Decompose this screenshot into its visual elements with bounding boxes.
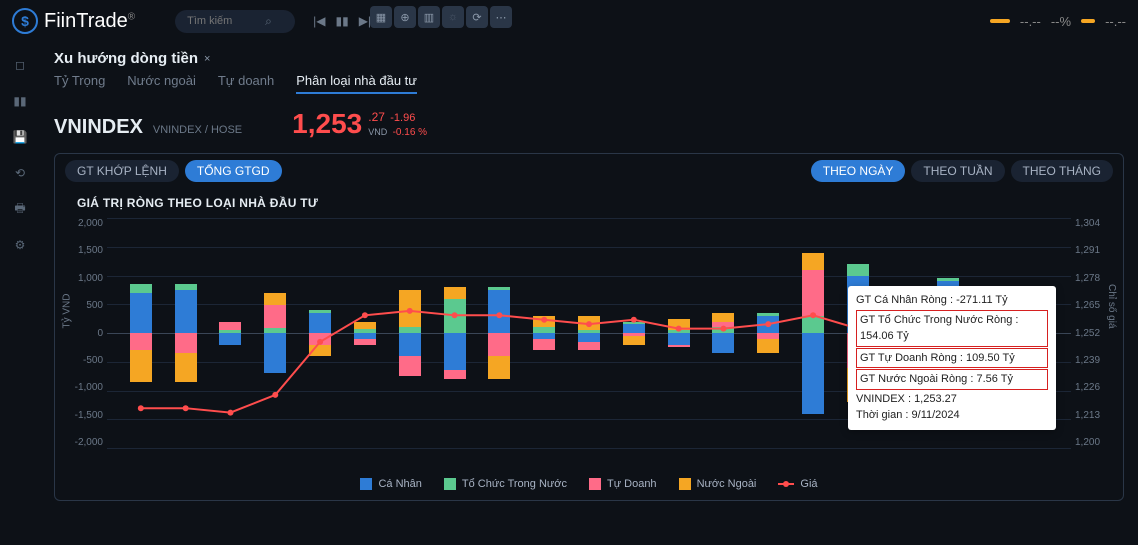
ticker-price: 1,253: [292, 110, 362, 138]
tooltip-line: GT Nước Ngoài Ròng : 7.56 Tỷ: [856, 369, 1048, 390]
left-pill-0[interactable]: GT KHỚP LỆNH: [65, 160, 179, 182]
y-left-tick: 1,000: [67, 273, 103, 284]
right-pill-group: THEO NGÀYTHEO TUẦN THEO THÁNG: [811, 160, 1113, 182]
search-box[interactable]: ⌕: [175, 10, 295, 33]
sun-icon[interactable]: ☼: [442, 6, 464, 28]
y-right-tick: 1,278: [1075, 273, 1111, 284]
tooltip-line: Thời gian : 9/11/2024: [856, 407, 1048, 424]
rail-window-icon[interactable]: ◻: [11, 56, 29, 74]
more-icon[interactable]: ⋯: [490, 6, 512, 28]
y-right-tick: 1,213: [1075, 410, 1111, 421]
toolbar-icons: ▦ ⊕ ▥ ☼ ⟳ ⋯: [370, 6, 512, 28]
y-right-tick: 1,265: [1075, 300, 1111, 311]
brand-icon: $: [12, 8, 38, 34]
page-title: Xu hướng dòng tiền: [54, 50, 198, 67]
y-right-tick: 1,239: [1075, 355, 1111, 366]
playback-controls: |◀ ▮▮ ▶|: [313, 14, 371, 28]
y-left-tick: -1,000: [67, 382, 103, 393]
ticker-chg-pct: -0.16 %: [393, 127, 427, 138]
indicator-bar-1: [990, 19, 1010, 23]
y-left-tick: 1,500: [67, 245, 103, 256]
ticker-chg: -1.96: [390, 112, 415, 124]
left-pill-1[interactable]: TỔNG GTGD: [185, 160, 282, 182]
tooltip-line: GT Tự Doanh Ròng : 109.50 Tỷ: [856, 348, 1048, 369]
y-right-tick: 1,304: [1075, 218, 1111, 229]
y-left-tick: -500: [67, 355, 103, 366]
y-axis-right: 1,304 1,291 1,278 1,265 1,252 1,239 1,226 1,213…: [1075, 218, 1111, 448]
y-left-tick: 0: [67, 328, 103, 339]
pause-icon[interactable]: ▮▮: [335, 14, 348, 28]
y-right-tick: 1,252: [1075, 328, 1111, 339]
ticker-price-frac: .27: [368, 110, 385, 124]
brand-name: FiinTrade®: [44, 10, 135, 33]
ticker-unit: VND: [368, 127, 387, 137]
y-axis-left: 2,000 1,500 1,000 500 0 -500 -1,000 -1,500 -2,00…: [67, 218, 103, 448]
refresh-icon[interactable]: ⟳: [466, 6, 488, 28]
indicator-val-2: --.--: [1105, 14, 1126, 29]
grid-icon[interactable]: ▦: [370, 6, 392, 28]
rail-gear-icon[interactable]: ⚙: [11, 236, 29, 254]
legend-item-3[interactable]: Nước Ngoài: [679, 478, 757, 490]
close-icon[interactable]: ×: [204, 53, 210, 65]
legend-item-1[interactable]: Tổ Chức Trong Nước: [444, 478, 567, 490]
tab-3[interactable]: Phân loại nhà đầu tư: [296, 73, 417, 94]
ticker-symbol: VNINDEX: [54, 116, 143, 139]
indicator-pct: --%: [1051, 14, 1071, 29]
tab-2[interactable]: Tự doanh: [218, 73, 274, 94]
legend-item-0[interactable]: Cá Nhân: [360, 478, 421, 490]
main-tabs: Tỷ Trọng Nước ngoài Tự doanh Phân loại nhà …: [54, 69, 1124, 104]
y-right-tick: 1,200: [1075, 437, 1111, 448]
rail-print-icon[interactable]: 🖶: [11, 200, 29, 218]
tab-0[interactable]: Tỷ Trọng: [54, 73, 105, 94]
search-input[interactable]: [187, 15, 257, 27]
tooltip-line: GT Tổ Chức Trong Nước Ròng : 154.06 Tỷ: [856, 310, 1048, 347]
tooltip-line: VNINDEX : 1,253.27: [856, 391, 1048, 408]
chart-title: GIÁ TRỊ RÒNG THEO LOẠI NHÀ ĐẦU TƯ: [65, 182, 1113, 212]
ticker-row: VNINDEX VNINDEX / HOSE 1,253 .27 -1.96 V…: [54, 104, 1124, 153]
chart-tooltip: GT Cá Nhân Ròng : -271.11 TỷGT Tổ Chức T…: [848, 286, 1056, 430]
left-rail: ◻ ▮▮ 💾 ⟲ 🖶 ⚙: [0, 42, 40, 545]
y-right-tick: 1,226: [1075, 382, 1111, 393]
ticker-sub: VNINDEX / HOSE: [153, 124, 242, 136]
right-pill-0[interactable]: THEO NGÀY: [811, 160, 906, 182]
zoom-icon[interactable]: ⊕: [394, 6, 416, 28]
rail-save-icon[interactable]: 💾: [11, 128, 29, 146]
y-left-tick: -1,500: [67, 410, 103, 421]
tab-1[interactable]: Nước ngoài: [127, 73, 196, 94]
y-left-tick: 500: [67, 300, 103, 311]
rail-refresh-icon[interactable]: ⟲: [11, 164, 29, 182]
right-pill-2[interactable]: THEO THÁNG: [1011, 160, 1113, 182]
topbar: $ FiinTrade® ⌕ ▦ ⊕ ▥ ☼ ⟳ ⋯ |◀ ▮▮ ▶| --.-…: [0, 0, 1138, 42]
calendar-icon[interactable]: ▥: [418, 6, 440, 28]
indicator-bar-2: [1081, 19, 1095, 23]
legend-item-4[interactable]: Giá: [778, 478, 817, 490]
tooltip-line: GT Cá Nhân Ròng : -271.11 Tỷ: [856, 292, 1048, 309]
prev-icon[interactable]: |◀: [313, 14, 325, 28]
right-pill-1[interactable]: THEO TUẦN: [911, 160, 1004, 182]
y-left-tick: -2,000: [67, 437, 103, 448]
y-left-tick: 2,000: [67, 218, 103, 229]
left-pill-group: GT KHỚP LỆNH TỔNG GTGD: [65, 160, 282, 182]
rail-columns-icon[interactable]: ▮▮: [11, 92, 29, 110]
legend-item-2[interactable]: Tự Doanh: [589, 478, 657, 490]
search-icon[interactable]: ⌕: [265, 14, 272, 29]
y-right-tick: 1,291: [1075, 245, 1111, 256]
indicator-val-1: --.--: [1020, 14, 1041, 29]
chart-legend: Cá Nhân Tổ Chức Trong Nước Tự Doanh Nước Ng…: [65, 448, 1113, 490]
topbar-right: --.-- --% --.--: [990, 14, 1126, 29]
brand-logo[interactable]: $ FiinTrade®: [12, 8, 135, 34]
